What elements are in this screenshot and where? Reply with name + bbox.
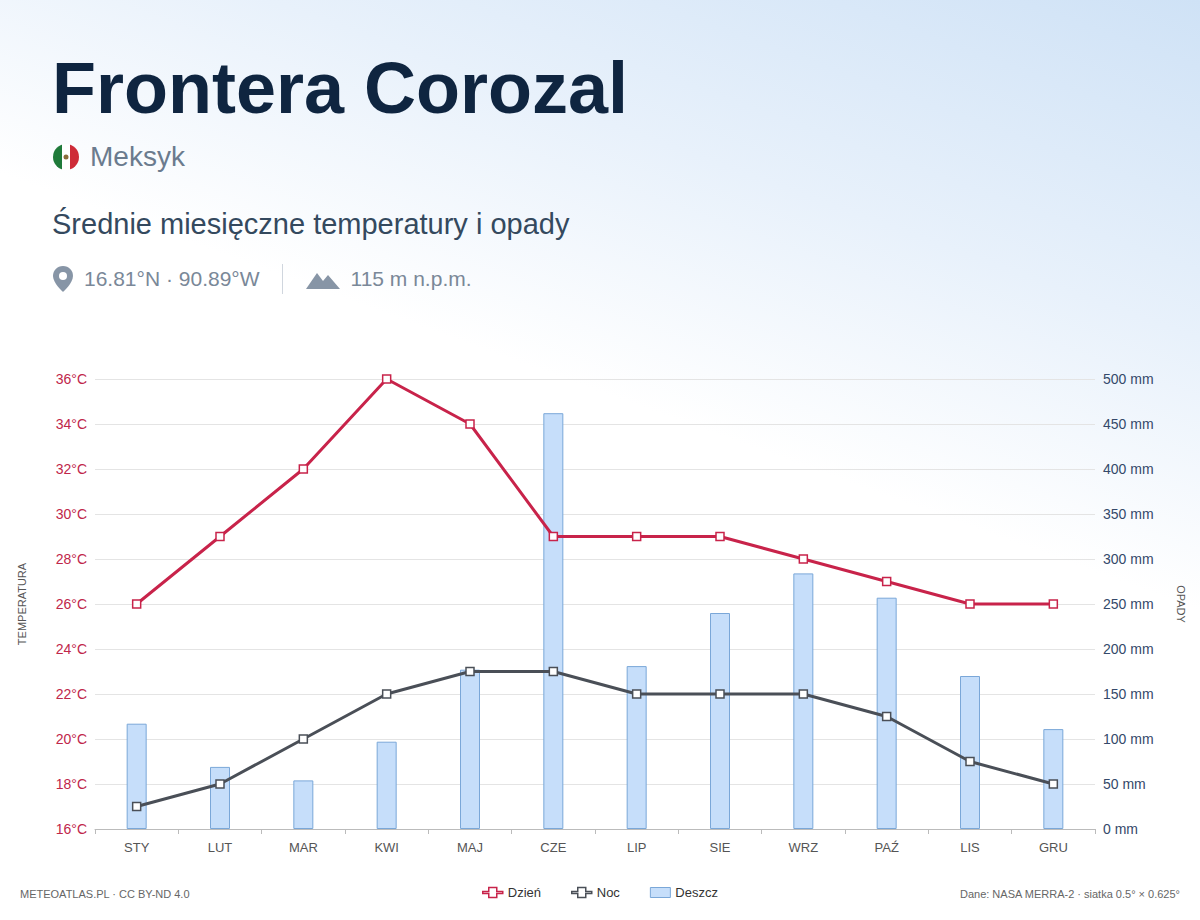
svg-text:MAR: MAR [289,840,318,855]
svg-text:CZE: CZE [540,840,566,855]
svg-text:16°C: 16°C [56,821,87,837]
svg-text:100 mm: 100 mm [1103,731,1154,747]
svg-text:WRZ: WRZ [789,840,819,855]
svg-text:GRU: GRU [1039,840,1068,855]
html-text:115 m n.p.m.: 115 m n.p.m. [350,267,472,290]
svg-text:Noc: Noc [597,885,621,900]
html-text:Frontera Corozal: Frontera Corozal [52,48,629,128]
svg-text:20°C: 20°C [56,731,87,747]
svg-text:36°C: 36°C [56,371,87,387]
svg-text:24°C: 24°C [56,641,87,657]
svg-text:26°C: 26°C [56,596,87,612]
svg-text:32°C: 32°C [56,461,87,477]
svg-text:STY: STY [124,840,150,855]
svg-text:SIE: SIE [710,840,731,855]
svg-text:250 mm: 250 mm [1103,596,1154,612]
svg-text:KWI: KWI [374,840,399,855]
svg-text:MAJ: MAJ [457,840,483,855]
svg-text:450 mm: 450 mm [1103,416,1154,432]
svg-text:200 mm: 200 mm [1103,641,1154,657]
svg-text:22°C: 22°C [56,686,87,702]
svg-text:TEMPERATURA: TEMPERATURA [16,562,28,645]
html-text:METEOATLAS.PL · CC BY-ND 4.0: METEOATLAS.PL · CC BY-ND 4.0 [20,888,190,900]
html-text:Średnie miesięczne temperatury: Średnie miesięczne temperatury i opady [52,208,570,240]
svg-text:Deszcz: Deszcz [675,885,718,900]
html-text:16.81°N · 90.89°W: 16.81°N · 90.89°W [84,267,260,290]
html-text:Meksyk: Meksyk [90,141,185,172]
svg-text:OPADY: OPADY [1175,585,1187,623]
svg-text:350 mm: 350 mm [1103,506,1154,522]
svg-text:150 mm: 150 mm [1103,686,1154,702]
svg-text:LIP: LIP [627,840,647,855]
svg-text:400 mm: 400 mm [1103,461,1154,477]
svg-text:LIS: LIS [960,840,980,855]
svg-text:34°C: 34°C [56,416,87,432]
svg-text:500 mm: 500 mm [1103,371,1154,387]
svg-text:0 mm: 0 mm [1103,821,1138,837]
svg-text:PAŹ: PAŹ [875,840,899,855]
svg-text:28°C: 28°C [56,551,87,567]
html-text:Dane: NASA MERRA-2 · siatka 0.: Dane: NASA MERRA-2 · siatka 0.5° × 0.625… [960,888,1180,900]
svg-text:50 mm: 50 mm [1103,776,1146,792]
svg-text:LUT: LUT [208,840,233,855]
svg-text:300 mm: 300 mm [1103,551,1154,567]
svg-text:30°C: 30°C [56,506,87,522]
svg-text:Dzień: Dzień [508,885,541,900]
svg-text:18°C: 18°C [56,776,87,792]
